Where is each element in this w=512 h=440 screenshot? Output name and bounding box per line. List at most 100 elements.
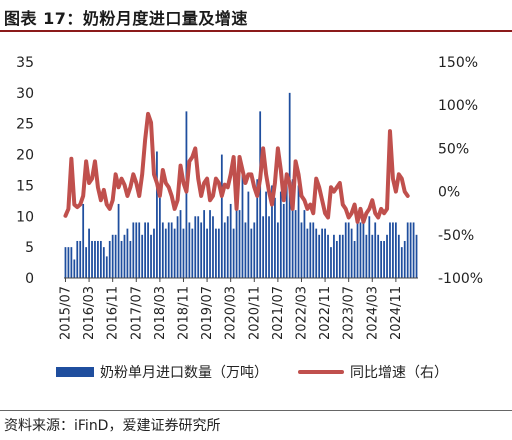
bar — [229, 203, 232, 278]
figure-title: 图表 17：奶粉月度进口量及增速 — [4, 9, 248, 28]
bar — [135, 222, 138, 278]
bar — [377, 234, 380, 278]
bar — [161, 222, 164, 278]
bar — [220, 154, 223, 278]
bar — [153, 228, 155, 278]
bar — [226, 216, 229, 278]
y-right-tick-label: 100% — [438, 98, 478, 114]
bar — [356, 222, 359, 278]
bar — [383, 240, 385, 278]
bar — [241, 173, 244, 278]
bar — [380, 240, 383, 278]
bar — [73, 259, 76, 278]
x-tick-label: 2022/11 — [318, 286, 333, 340]
bar — [173, 228, 176, 278]
bar — [244, 222, 247, 278]
legend-bar-label: 奶粉单月进口数量（万吨） — [100, 365, 268, 381]
bar — [374, 222, 377, 278]
bar — [150, 234, 152, 278]
bar — [362, 222, 365, 278]
bar — [285, 179, 288, 278]
x-tick-label: 2018/11 — [176, 286, 191, 340]
bar — [123, 234, 126, 278]
bar — [111, 234, 114, 278]
y-left-tick-label: 10 — [16, 209, 34, 225]
bar — [268, 216, 270, 278]
x-tick-label: 2023/07 — [342, 286, 357, 340]
bar — [203, 210, 206, 278]
bar — [330, 247, 332, 278]
bar — [194, 216, 197, 278]
y-right-tick-label: 0% — [438, 185, 460, 201]
y-left-tick-label: 20 — [16, 148, 34, 164]
bar — [76, 240, 79, 278]
bar — [291, 179, 294, 278]
bar — [312, 222, 315, 278]
bar — [97, 240, 99, 278]
y-left-tick-label: 35 — [16, 55, 34, 71]
bar — [129, 240, 132, 278]
bar — [392, 222, 394, 278]
bar — [176, 216, 179, 278]
y-left-tick-label: 30 — [16, 86, 34, 102]
bar — [223, 222, 226, 278]
bar — [85, 247, 88, 278]
figure-header: 图表 17：奶粉月度进口量及增速 — [0, 0, 512, 32]
y-left-tick-label: 15 — [16, 178, 34, 194]
bar — [347, 222, 350, 278]
bar — [344, 222, 347, 278]
bar — [333, 234, 335, 278]
bar — [158, 197, 161, 278]
growth-line — [63, 111, 410, 224]
bar — [397, 234, 400, 278]
bar — [179, 210, 182, 278]
bar — [167, 222, 170, 278]
bar — [182, 228, 185, 278]
bar — [409, 222, 412, 278]
bar — [238, 210, 241, 278]
bar — [88, 228, 90, 278]
bar — [94, 240, 96, 278]
bar — [141, 234, 144, 278]
x-tick-label: 2018/03 — [153, 286, 168, 340]
bar — [164, 228, 167, 278]
bar — [406, 222, 409, 278]
bar — [99, 240, 102, 278]
bar — [250, 228, 253, 278]
x-tick-label: 2015/07 — [58, 286, 73, 340]
bar — [389, 222, 391, 278]
bar — [306, 228, 309, 278]
bar — [126, 228, 129, 278]
bar — [265, 191, 267, 278]
bar — [371, 234, 374, 278]
bar — [276, 222, 279, 278]
bar — [79, 240, 82, 278]
bar — [359, 222, 362, 278]
bar — [403, 240, 406, 278]
x-tick-label: 2016/03 — [82, 286, 97, 340]
bar — [235, 185, 238, 278]
source-note: 资料来源：iFinD，爱建证券研究所 — [4, 418, 221, 434]
bar — [294, 210, 297, 278]
bar — [64, 247, 67, 278]
bar — [102, 247, 105, 278]
bar — [132, 222, 135, 278]
y-right-tick-label: -50% — [438, 228, 474, 244]
x-tick-label: 2017/07 — [129, 286, 144, 340]
bar — [303, 210, 306, 278]
y-left-tick-label: 0 — [25, 271, 34, 287]
bar — [365, 234, 368, 278]
bar — [394, 222, 397, 278]
x-tick-label: 2021/07 — [271, 286, 286, 340]
bar — [338, 234, 341, 278]
bar — [82, 203, 85, 278]
bar — [318, 234, 321, 278]
y-right-tick-label: -100% — [438, 271, 483, 287]
bar — [212, 216, 214, 278]
bar — [215, 228, 217, 278]
bar — [156, 151, 158, 278]
bar — [309, 222, 312, 278]
bar — [147, 222, 149, 278]
x-tick-label: 2020/11 — [247, 286, 262, 340]
bar — [188, 222, 191, 278]
